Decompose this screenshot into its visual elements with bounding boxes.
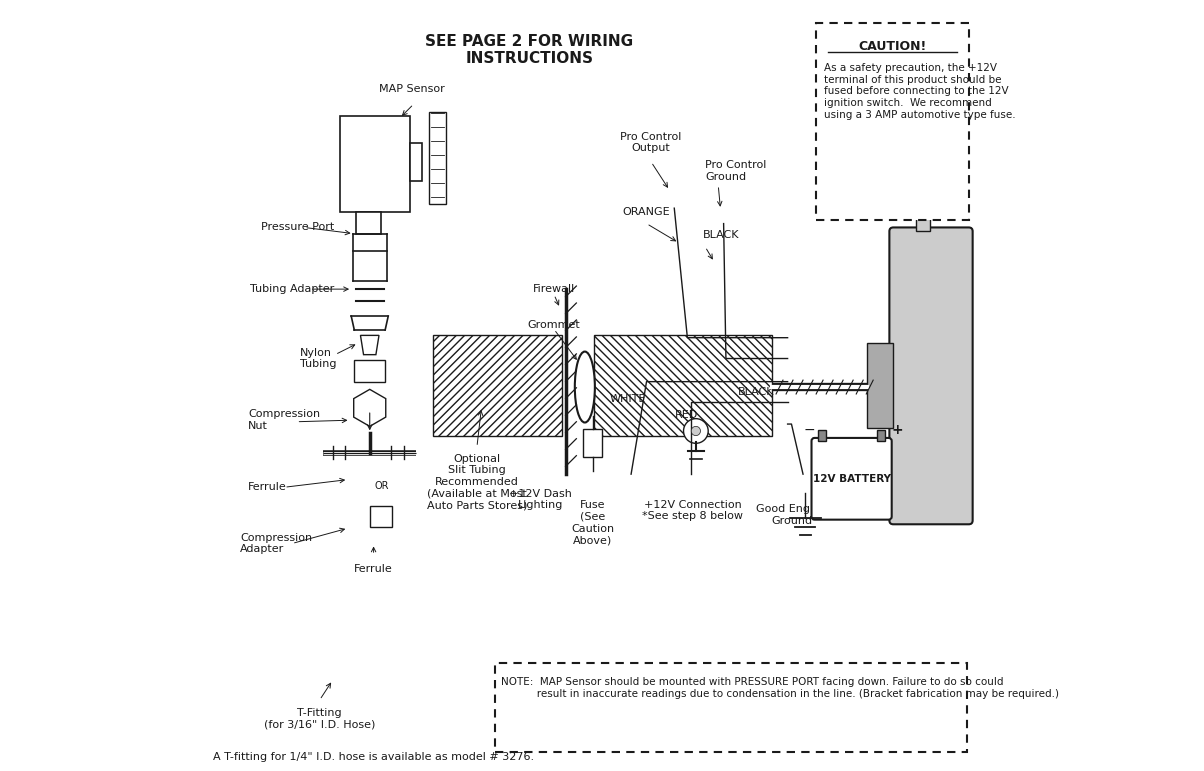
Text: Pro Control
Ground: Pro Control Ground: [706, 160, 767, 182]
Text: Pro Control
Output: Pro Control Output: [620, 132, 681, 153]
Text: Grommet: Grommet: [527, 321, 580, 330]
Text: Fuse
(See
Caution
Above): Fuse (See Caution Above): [571, 500, 614, 545]
Text: Compression
Adapter: Compression Adapter: [241, 533, 312, 554]
Bar: [594, 335, 772, 436]
Bar: [356, 212, 380, 234]
Bar: [341, 116, 409, 212]
Bar: [429, 112, 445, 204]
Text: SEE PAGE 2 FOR WIRING
INSTRUCTIONS: SEE PAGE 2 FOR WIRING INSTRUCTIONS: [425, 34, 633, 66]
FancyBboxPatch shape: [811, 438, 892, 520]
Text: BLACK: BLACK: [703, 231, 739, 240]
Text: Optional
Slit Tubing
Recommended
(Available at Most
Auto Parts Stores): Optional Slit Tubing Recommended (Availa…: [426, 453, 527, 510]
Bar: [877, 430, 885, 441]
Text: Ferrule: Ferrule: [248, 483, 287, 492]
Bar: [433, 335, 562, 436]
Text: −: −: [804, 423, 815, 437]
Text: +12V Connection
*See step 8 below: +12V Connection *See step 8 below: [642, 500, 743, 521]
Text: MAP Sensor: MAP Sensor: [379, 84, 445, 93]
Text: Good Engine
Ground: Good Engine Ground: [756, 504, 827, 526]
Text: Firewall: Firewall: [533, 284, 576, 294]
Bar: [916, 202, 931, 231]
Ellipse shape: [574, 352, 595, 423]
Text: As a safety precaution, the +12V
terminal of this product should be
fused before: As a safety precaution, the +12V termina…: [824, 63, 1015, 120]
Text: Tubing Adapter: Tubing Adapter: [250, 284, 335, 294]
Text: Compression
Nut: Compression Nut: [248, 409, 320, 431]
Text: Nylon
Tubing: Nylon Tubing: [300, 348, 336, 369]
Bar: [409, 143, 423, 181]
Text: ORANGE: ORANGE: [622, 207, 671, 217]
Bar: [354, 360, 385, 382]
Bar: [583, 429, 602, 457]
Bar: [816, 23, 969, 220]
Text: RED: RED: [675, 410, 698, 419]
Text: BLACK: BLACK: [738, 387, 774, 396]
Text: A T-fitting for 1/4" I.D. hose is available as model # 3276.: A T-fitting for 1/4" I.D. hose is availa…: [213, 752, 535, 762]
Text: Ferrule: Ferrule: [354, 564, 393, 574]
Text: CAUTION!: CAUTION!: [858, 40, 927, 53]
Text: WHITE: WHITE: [609, 395, 647, 404]
Circle shape: [684, 419, 708, 443]
Text: +12V Dash
Lighting: +12V Dash Lighting: [509, 489, 572, 510]
Circle shape: [691, 426, 701, 436]
Text: T-Fitting
(for 3/16" I.D. Hose): T-Fitting (for 3/16" I.D. Hose): [264, 708, 376, 729]
Text: OR: OR: [374, 481, 389, 490]
Bar: [867, 343, 893, 428]
Bar: [819, 430, 826, 441]
Polygon shape: [360, 335, 379, 355]
Bar: [495, 663, 967, 752]
Text: 12V BATTERY: 12V BATTERY: [813, 474, 891, 483]
Text: +: +: [892, 423, 903, 437]
Text: Pressure Port: Pressure Port: [261, 223, 335, 232]
Text: NOTE:  MAP Sensor should be mounted with PRESSURE PORT facing down. Failure to d: NOTE: MAP Sensor should be mounted with …: [501, 677, 1058, 699]
FancyBboxPatch shape: [890, 227, 973, 524]
